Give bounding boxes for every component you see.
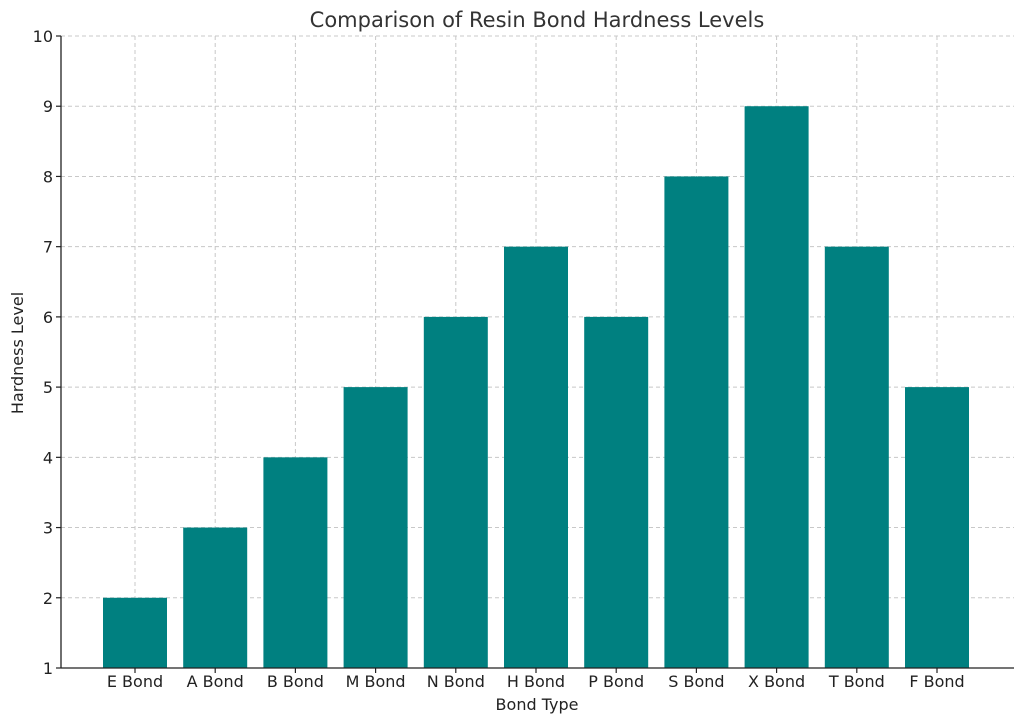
bar-s-bond bbox=[664, 176, 729, 668]
chart-title: Comparison of Resin Bond Hardness Levels bbox=[310, 8, 765, 32]
bar-t-bond bbox=[824, 246, 889, 668]
y-tick-label: 5 bbox=[43, 378, 53, 397]
y-tick-label: 7 bbox=[43, 238, 53, 257]
x-tick-label: S Bond bbox=[668, 672, 724, 691]
bar-m-bond bbox=[343, 387, 408, 668]
bar-f-bond bbox=[905, 387, 969, 668]
y-tick-label: 8 bbox=[43, 167, 53, 186]
x-tick-label: F Bond bbox=[909, 672, 964, 691]
bar-x-bond bbox=[744, 106, 809, 668]
y-tick-label: 4 bbox=[43, 448, 53, 467]
axes bbox=[56, 35, 1014, 673]
x-tick-label: T Bond bbox=[828, 672, 885, 691]
bar-p-bond bbox=[584, 316, 649, 668]
y-axis-title: Hardness Level bbox=[8, 292, 27, 414]
y-tick-label: 1 bbox=[43, 659, 53, 678]
x-tick-label: N Bond bbox=[427, 672, 485, 691]
bar-a-bond bbox=[183, 527, 248, 668]
x-axis-title: Bond Type bbox=[496, 695, 579, 714]
x-tick-label: E Bond bbox=[107, 672, 163, 691]
y-tick-labels: 1 2 3 4 5 6 7 8 9 10 bbox=[33, 27, 53, 678]
y-tick-label: 9 bbox=[43, 97, 53, 116]
x-tick-label: P Bond bbox=[588, 672, 644, 691]
x-tick-label: B Bond bbox=[267, 672, 324, 691]
x-tick-label: X Bond bbox=[748, 672, 805, 691]
bars bbox=[103, 106, 969, 668]
y-tick-label: 6 bbox=[43, 308, 53, 327]
y-tick-label: 10 bbox=[33, 27, 53, 46]
bar-b-bond bbox=[263, 457, 328, 668]
x-tick-label: M Bond bbox=[346, 672, 406, 691]
bar-h-bond bbox=[504, 246, 568, 668]
bar-e-bond bbox=[103, 597, 167, 668]
x-tick-label: A Bond bbox=[187, 672, 244, 691]
y-tick-label: 2 bbox=[43, 589, 53, 608]
y-tick-label: 3 bbox=[43, 519, 53, 538]
x-tick-labels: E Bond A Bond B Bond M Bond N Bond H Bond P Bo… bbox=[107, 672, 965, 691]
bar-n-bond bbox=[423, 316, 488, 668]
x-tick-label: H Bond bbox=[507, 672, 565, 691]
